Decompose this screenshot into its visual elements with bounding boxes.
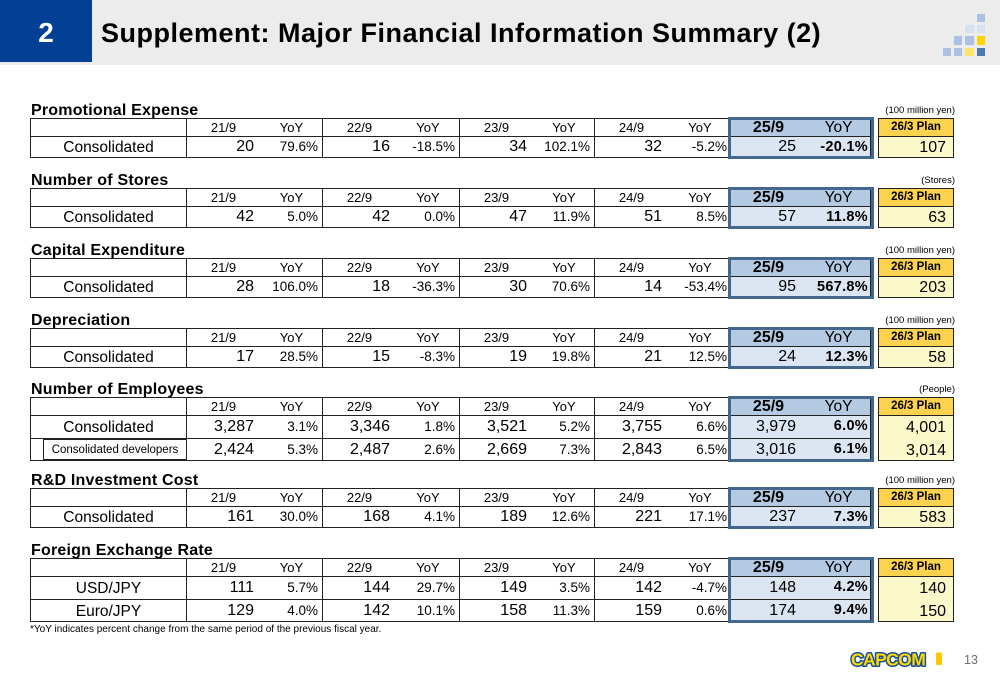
svg-text:CAPCOM: CAPCOM bbox=[851, 650, 925, 670]
